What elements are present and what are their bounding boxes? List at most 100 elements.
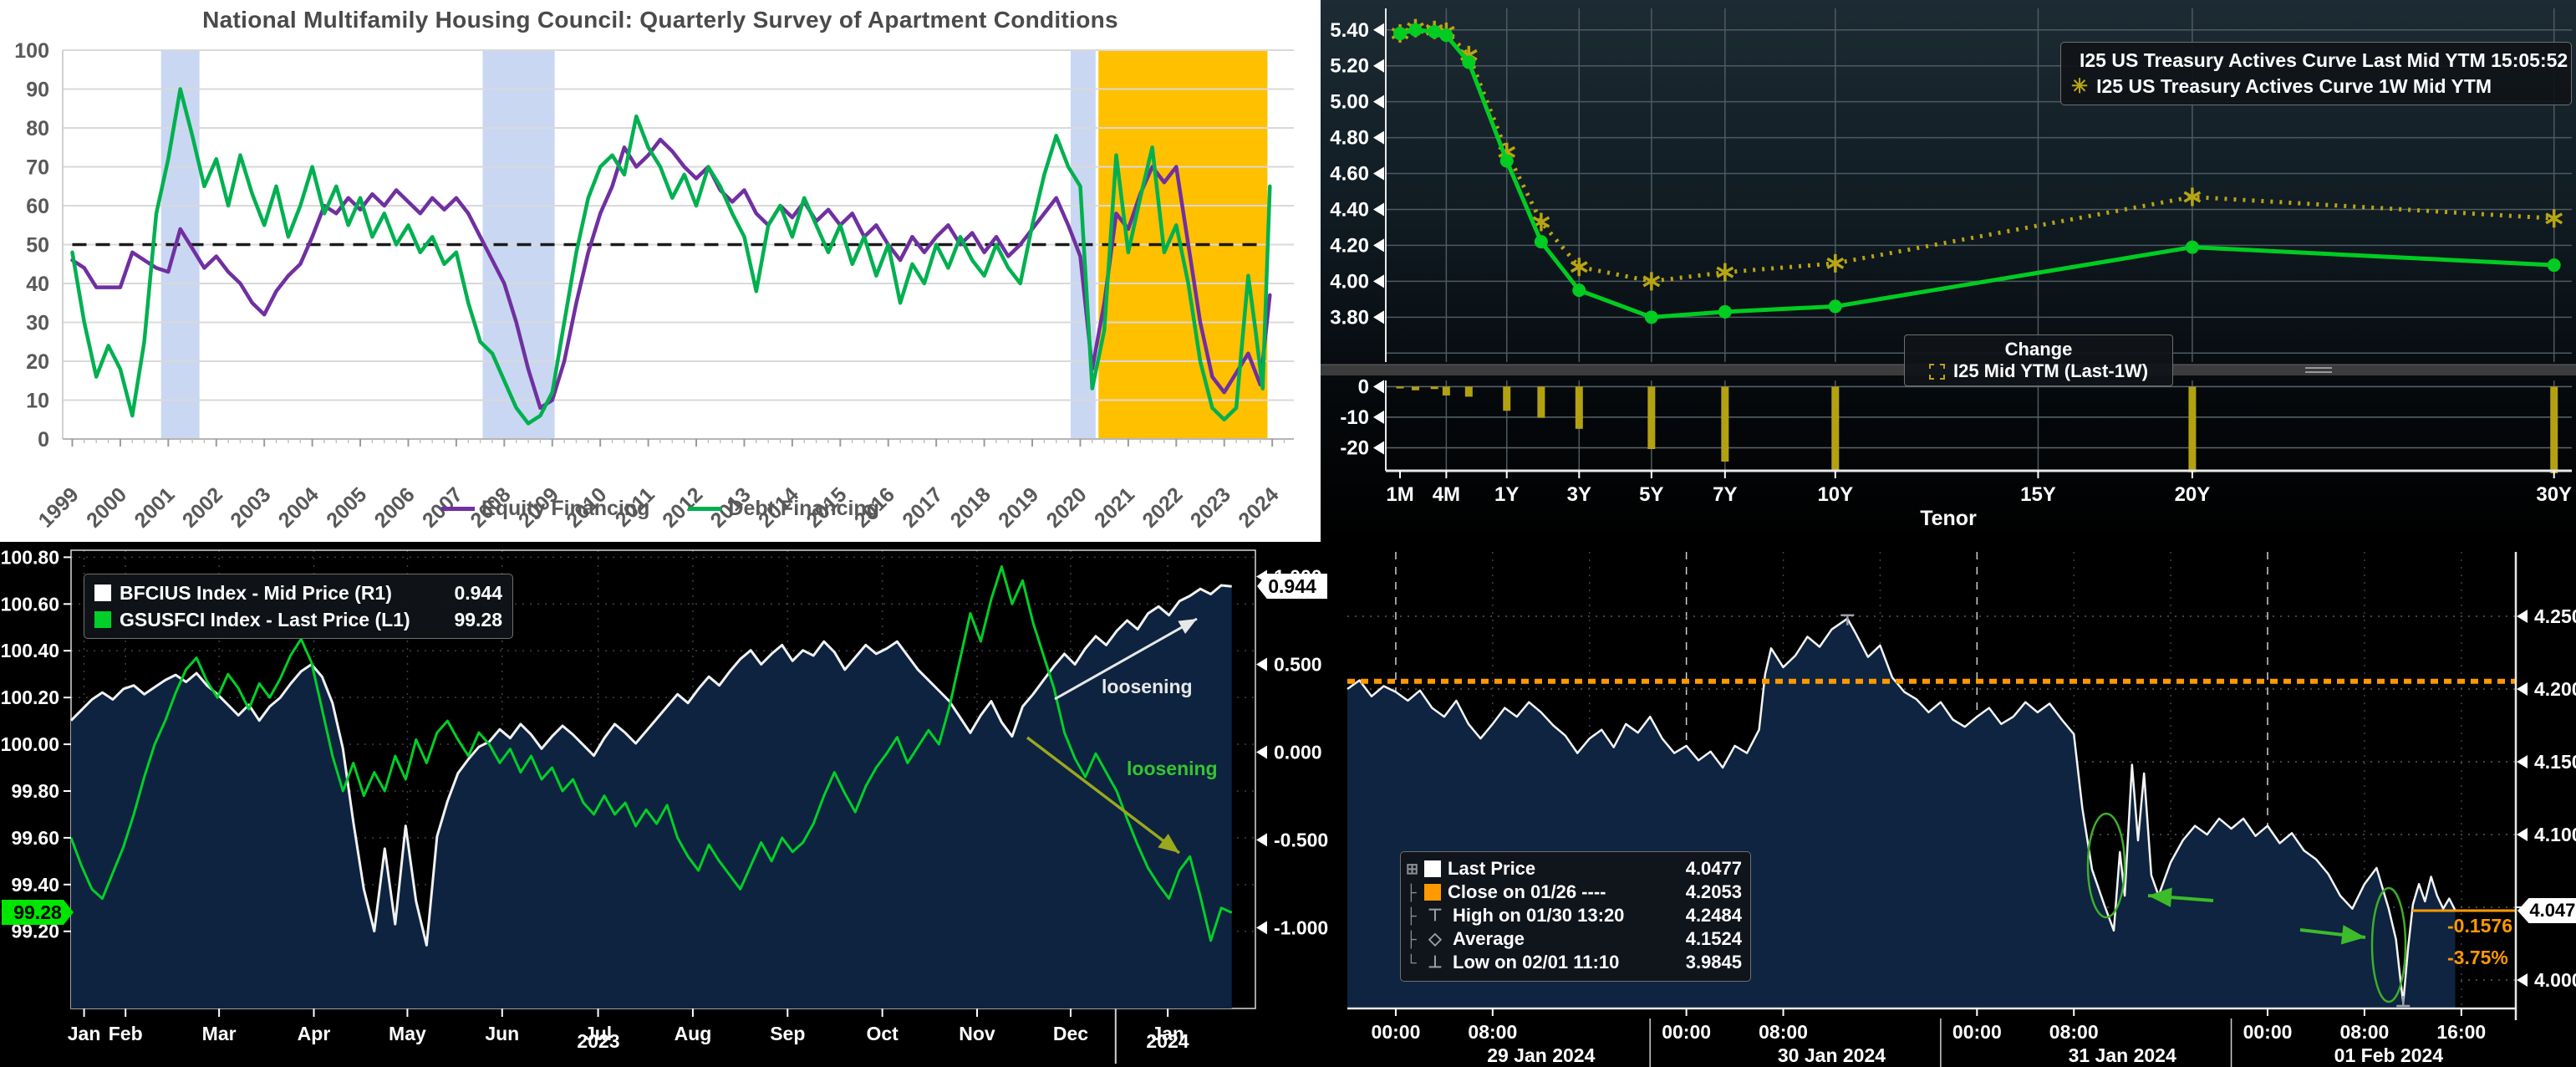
legend-1w-curve[interactable]: ✳ I25 US Treasury Actives Curve 1W Mid Y…: [2071, 74, 2561, 100]
last-price-axis-tag[interactable]: 4.0477: [2517, 898, 2576, 923]
bfcius-value: 0.944: [454, 582, 502, 604]
intraday-panel: 4.250 4.200 4.150 4.100 4.000 00:00 08:00 00:00…: [1331, 542, 2576, 1067]
gsusfci-axis-tag[interactable]: 99.28: [2, 900, 74, 925]
legend-item-debt[interactable]: Debt Financing: [688, 497, 879, 521]
svg-text:30 Jan 2024: 30 Jan 2024: [1778, 1044, 1886, 1066]
svg-text:0.000: 0.000: [1274, 741, 1322, 763]
legend-average[interactable]: ├ ◇ Average 4.1524: [1406, 927, 1742, 951]
svg-text:Apr: Apr: [298, 1023, 331, 1044]
low-marker-icon: ⊥: [1428, 953, 1443, 972]
svg-text:60: 60: [26, 195, 49, 218]
legend-close[interactable]: ├ Close on 01/26 ---- 4.2053: [1406, 881, 1742, 904]
housing-legend: Equity Financing Debt Financing: [0, 497, 1321, 521]
svg-text:4.000: 4.000: [2534, 969, 2576, 991]
svg-text:08:00: 08:00: [1759, 1021, 1808, 1043]
high-label: High on 01/30 13:20: [1453, 905, 1625, 926]
svg-text:4.200: 4.200: [2534, 678, 2576, 700]
intraday-legend[interactable]: ⊞ Last Price 4.0477 ├ Close on 01/26 ---…: [1400, 851, 1751, 982]
bfcius-label: BFCIUS Index - Mid Price (R1): [120, 582, 392, 604]
svg-text:5.40: 5.40: [1330, 19, 1369, 42]
last-price-label: Last Price: [1448, 858, 1536, 879]
svg-text:70: 70: [26, 156, 49, 180]
svg-text:99.80: 99.80: [11, 780, 59, 802]
tree-line: ├: [1406, 884, 1417, 901]
svg-text:01 Feb 2024: 01 Feb 2024: [2334, 1044, 2444, 1066]
legend-item-equity[interactable]: Equity Financing: [441, 497, 649, 521]
svg-text:4.60: 4.60: [1330, 163, 1369, 186]
fci-panel: 100.80 100.60 100.40 100.20 100.00 99.80 99.60…: [0, 542, 1331, 1067]
pct-change-annotation: -3.75%: [2447, 947, 2508, 968]
svg-text:08:00: 08:00: [1468, 1021, 1517, 1043]
year-label-2023: 2023: [577, 1030, 620, 1052]
svg-text:80: 80: [26, 117, 49, 140]
change-legend[interactable]: Change I25 Mid YTM (Last-1W): [1904, 334, 2173, 386]
svg-text:4.40: 4.40: [1330, 198, 1369, 221]
legend-last-curve[interactable]: I25 US Treasury Actives Curve Last Mid Y…: [2071, 48, 2568, 74]
fci-legend[interactable]: BFCIUS Index - Mid Price (R1) 0.944 GSUS…: [84, 574, 513, 639]
loosening-annotation-green: loosening: [1127, 758, 1218, 779]
change-entry[interactable]: I25 Mid YTM (Last-1W): [1913, 360, 2164, 382]
svg-text:100.00: 100.00: [1, 733, 59, 755]
svg-text:4M: 4M: [1433, 483, 1460, 506]
svg-text:1Y: 1Y: [1494, 483, 1519, 506]
svg-text:15Y: 15Y: [2020, 483, 2056, 506]
legend-bfcius[interactable]: BFCIUS Index - Mid Price (R1) 0.944: [94, 579, 502, 606]
average-label: Average: [1453, 928, 1525, 949]
treasury-chart: 5.40 5.20 5.00 4.80 4.60 4.40 4.20 4.00 3.80 0 -10…: [1321, 8, 2576, 506]
high-value: 4.2484: [1685, 905, 1742, 926]
low-label: Low on 02/01 11:10: [1453, 952, 1620, 973]
equity-line-swatch: [441, 507, 476, 511]
treasury-curve-panel: 5.40 5.20 5.00 4.80 4.60 4.40 4.20 4.00 3.80 0 -10…: [1321, 0, 2576, 542]
svg-text:Jun: Jun: [485, 1023, 519, 1044]
close-label: Close on 01/26 ----: [1448, 881, 1606, 902]
svg-text:Dec: Dec: [1053, 1023, 1088, 1044]
housing-chart: 0102030405060708090100199920002001200220…: [14, 39, 1294, 533]
svg-text:99.40: 99.40: [11, 874, 59, 896]
treasury-legend[interactable]: I25 US Treasury Actives Curve Last Mid Y…: [2060, 42, 2572, 105]
svg-text:90: 90: [26, 79, 49, 102]
svg-text:100.20: 100.20: [1, 687, 59, 708]
svg-text:4.150: 4.150: [2534, 751, 2576, 773]
collapse-icon[interactable]: ⊞: [1406, 860, 1419, 877]
svg-text:30: 30: [26, 312, 49, 335]
svg-text:00:00: 00:00: [1952, 1021, 2002, 1043]
svg-text:08:00: 08:00: [2339, 1021, 2389, 1043]
high-marker-icon: ⊤: [1428, 906, 1443, 925]
svg-text:100.60: 100.60: [1, 593, 59, 615]
svg-text:10: 10: [26, 390, 49, 413]
svg-text:100: 100: [14, 39, 49, 63]
svg-text:-20: -20: [1340, 437, 1369, 460]
legend-last-price[interactable]: ⊞ Last Price 4.0477: [1406, 857, 1742, 881]
legend-gsusfci[interactable]: GSUSFCI Index - Last Price (L1) 99.28: [94, 606, 502, 633]
svg-text:7Y: 7Y: [1713, 483, 1737, 506]
svg-text:Jul: Jul: [584, 1023, 612, 1044]
svg-text:3Y: 3Y: [1567, 483, 1591, 506]
svg-text:20: 20: [26, 350, 49, 374]
svg-text:Aug: Aug: [675, 1023, 712, 1044]
last-price-value: 4.0477: [1685, 858, 1742, 879]
svg-text:00:00: 00:00: [2243, 1021, 2293, 1043]
debt-label: Debt Financing: [728, 497, 879, 520]
svg-text:5.00: 5.00: [1330, 91, 1369, 114]
legend-low[interactable]: └ ⊥ Low on 02/01 11:10 3.9845: [1406, 951, 1742, 974]
close-value: 4.2053: [1685, 881, 1742, 902]
bfcius-axis-tag[interactable]: 0.944: [1257, 574, 1327, 599]
svg-text:-0.500: -0.500: [1274, 829, 1328, 850]
housing-survey-panel: 0 10 20 30 40 50 60 70 80 90 100 1999 2000 2001 2002 20…: [0, 0, 1321, 542]
1w-curve-label: I25 US Treasury Actives Curve 1W Mid YTM: [2096, 75, 2492, 97]
svg-text:00:00: 00:00: [1662, 1021, 1711, 1043]
svg-text:Feb: Feb: [109, 1023, 143, 1044]
svg-text:-1.000: -1.000: [1274, 916, 1328, 938]
svg-text:Jan: Jan: [68, 1023, 101, 1044]
legend-high[interactable]: ├ ⊤ High on 01/30 13:20 4.2484: [1406, 904, 1742, 927]
average-marker-icon: ◇: [1428, 930, 1442, 948]
yellow-dashed-swatch-icon: [1928, 363, 1945, 380]
svg-text:100.80: 100.80: [1, 546, 59, 568]
svg-text:4.20: 4.20: [1330, 234, 1369, 257]
tree-line: ├: [1406, 931, 1417, 947]
svg-text:3.80: 3.80: [1330, 306, 1369, 329]
svg-text:5.20: 5.20: [1330, 55, 1369, 78]
white-square-icon: [1424, 860, 1441, 877]
svg-text:4.00: 4.00: [1330, 270, 1369, 293]
